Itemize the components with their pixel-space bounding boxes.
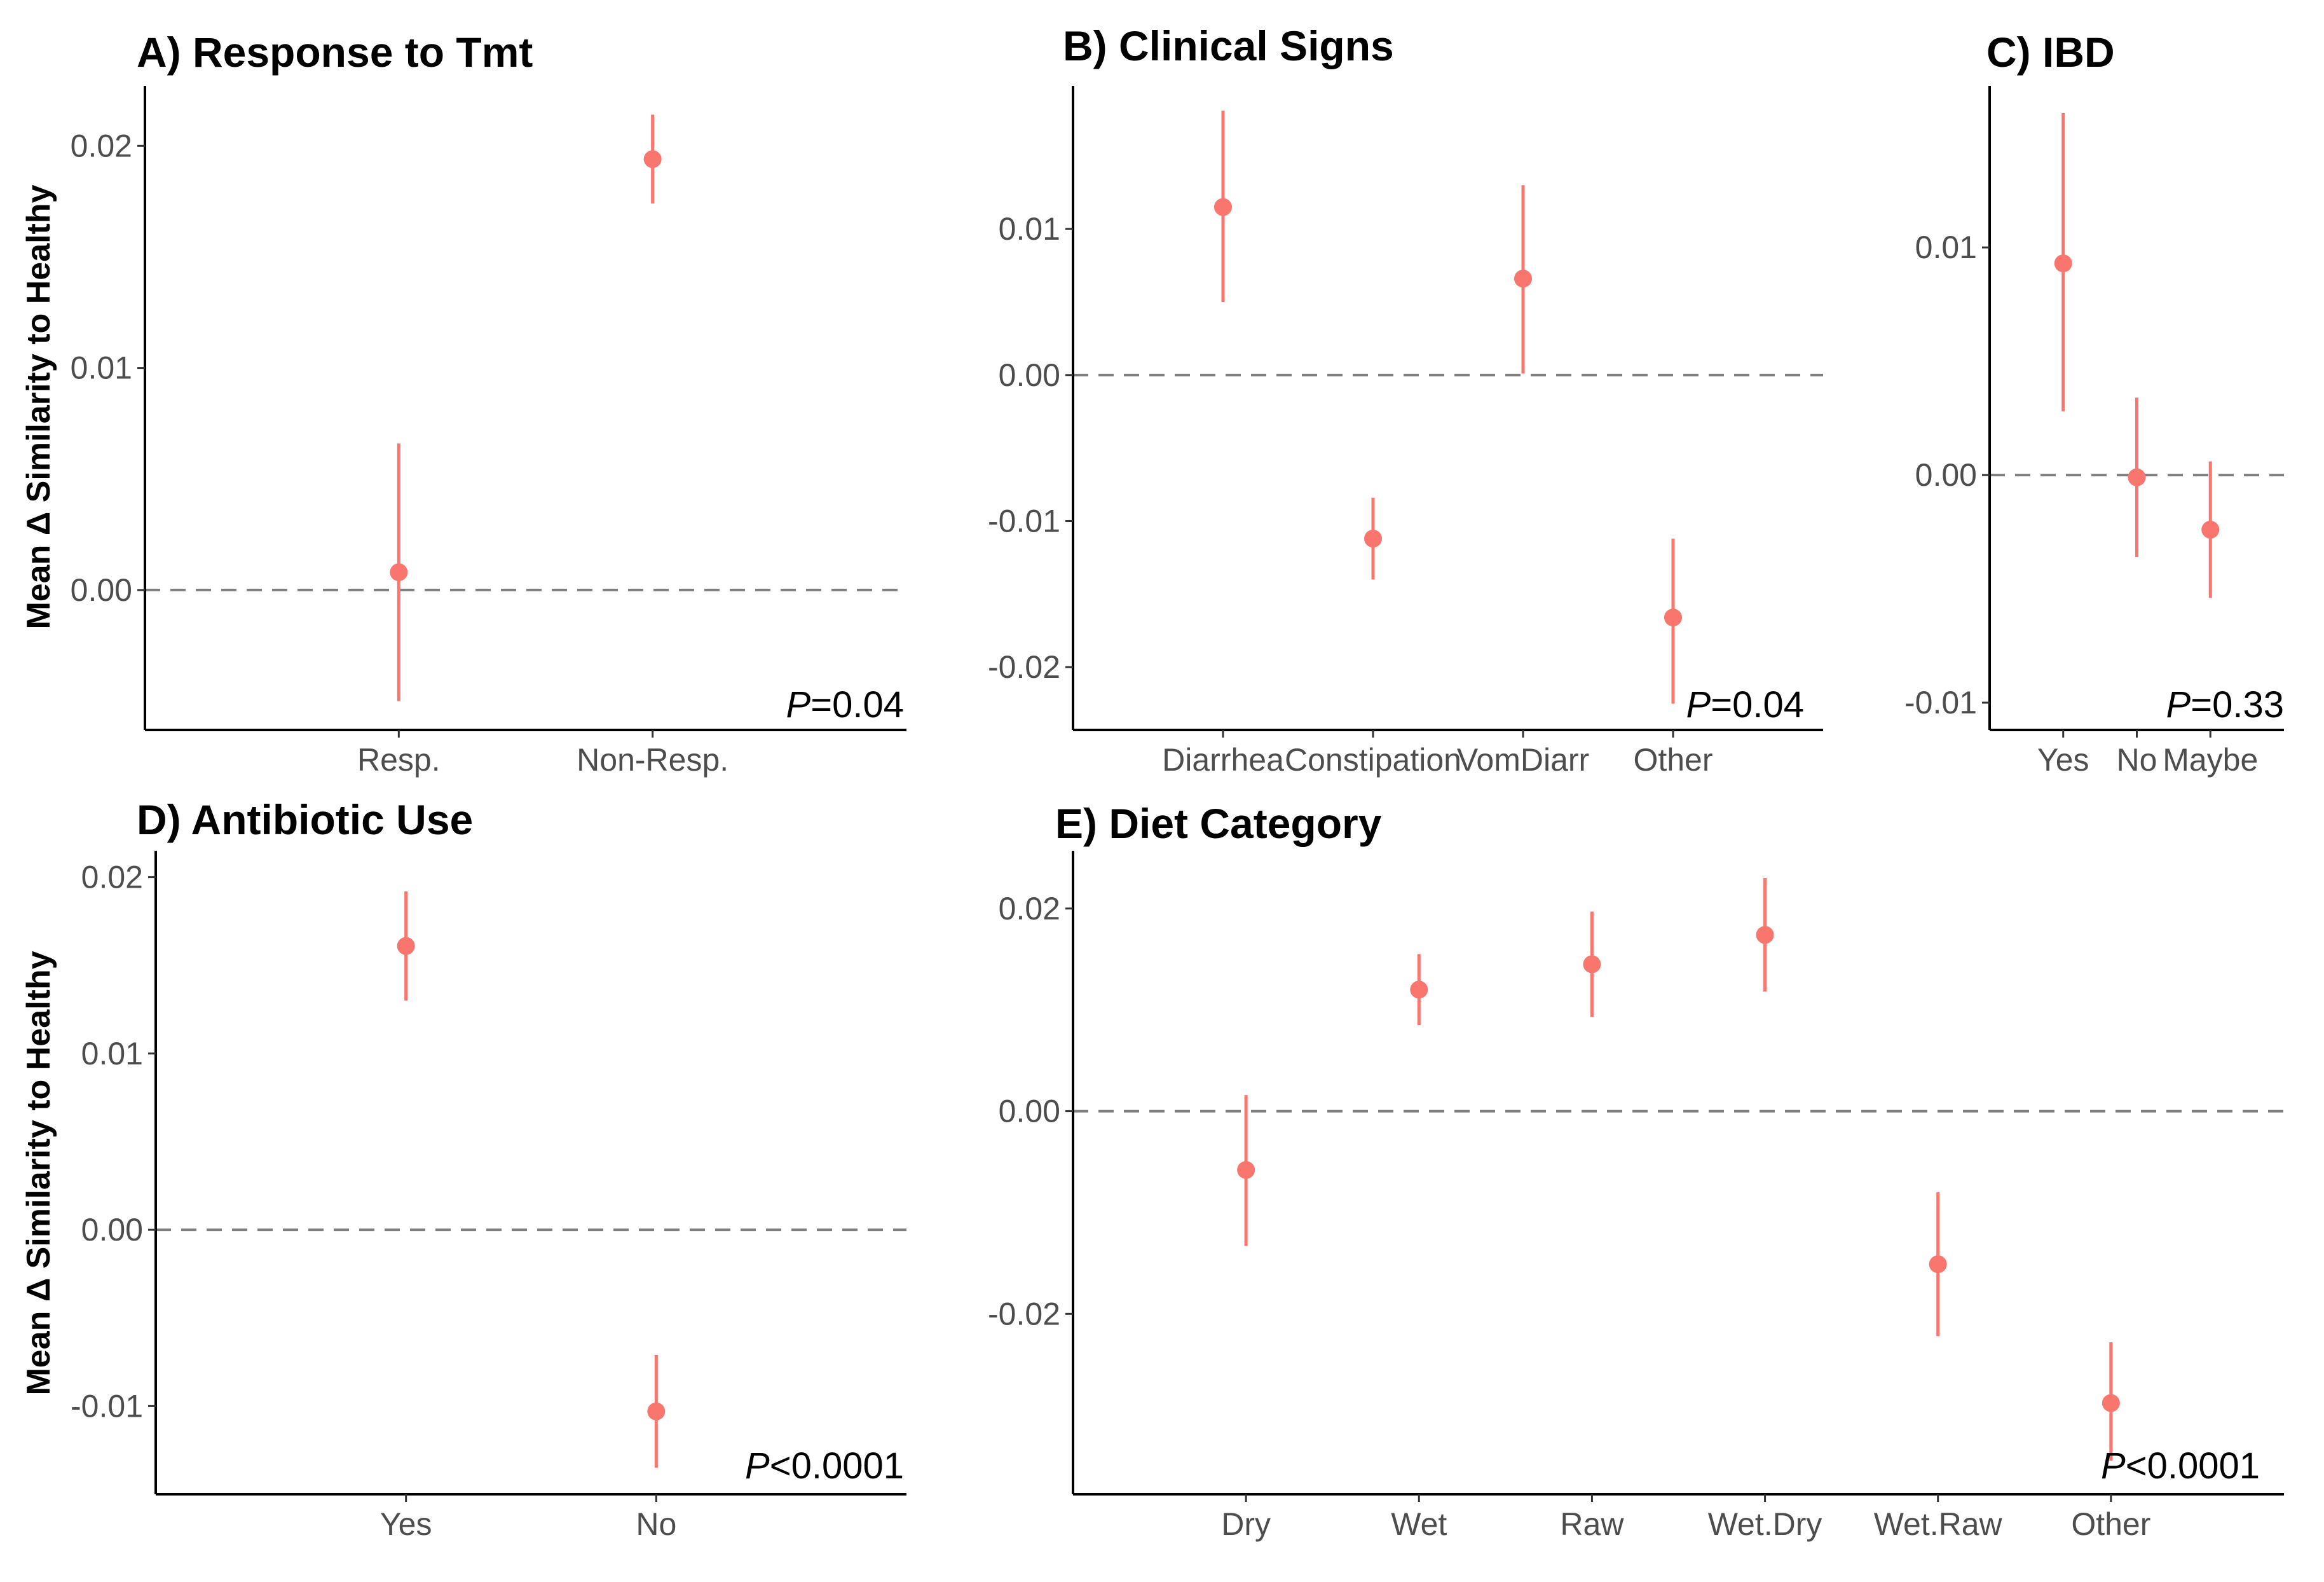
data-point [643,150,662,169]
y-tick-label: 0.00 [999,1094,1060,1129]
panel-title: D) Antibiotic Use [137,796,473,843]
p-value-symbol: P [2166,684,2191,726]
data-point [1237,1161,1255,1180]
p-value-label: P<0.0001 [745,1445,904,1487]
data-point [397,937,415,955]
data-point [1410,980,1428,999]
x-tick-label: Wet [1391,1506,1447,1542]
panel-b-clinical-signs: B) Clinical Signs -0.02 -0.01 0.00 0.01 Diar… [988,22,1823,778]
plot-area: 0.00 0.01 0.02 Resp. Non-Resp. [71,86,906,778]
x-tick-label: Non-Resp. [577,742,728,778]
y-axis-label-bottom: Mean Δ Similarity to Healthy [20,951,57,1395]
y-tick-label: -0.02 [988,1296,1060,1331]
panel-title: B) Clinical Signs [1063,22,1394,69]
p-value-label: P=0.04 [786,684,904,726]
data-point [1364,530,1382,548]
data-point [1214,198,1232,216]
data-point [1756,926,1774,944]
x-tick-label: Wet.Dry [1708,1506,1822,1542]
x-tick-label: Yes [380,1506,432,1542]
y-tick-label: 0.01 [81,1036,143,1071]
y-tick-label: 0.02 [999,891,1060,926]
p-value-label: P=0.33 [2166,684,2284,726]
plot-area: -0.01 0.00 0.01 Yes No Maybe [1904,86,2284,778]
x-tick-label: No [2117,742,2157,778]
plot-area: -0.02 0.00 0.02 Dry Wet Raw Wet.Dry Wet.Raw Othe… [988,851,2284,1542]
panel-a-response-to-treatment: A) Response to Tmt 0.00 0.01 0.02 Resp. Non-… [71,29,906,778]
p-value-label: P<0.0001 [2101,1445,2260,1487]
x-tick-label: Maybe [2163,742,2258,778]
data-point [2201,521,2220,539]
x-tick-label: Yes [2037,742,2089,778]
data-point [1514,270,1532,288]
p-value-text: =0.33 [2191,684,2284,726]
panel-title: E) Diet Category [1055,800,1382,847]
y-tick-label: -0.01 [988,504,1060,539]
data-point [2128,468,2146,486]
x-tick-label: Dry [1221,1506,1271,1542]
p-value-text: =0.04 [810,684,904,726]
y-axis-label-top: Mean Δ Similarity to Healthy [20,184,57,629]
y-tick-label: 0.01 [1915,230,1977,265]
x-tick-label: No [636,1506,676,1542]
x-tick-label: Wet.Raw [1874,1506,2003,1542]
x-tick-label: Constipation [1285,742,1461,778]
p-value-text: =0.04 [1711,684,1804,726]
y-tick-label: -0.02 [988,649,1060,685]
x-tick-label: VomDiarr [1457,742,1589,778]
y-tick-label: -0.01 [1904,685,1977,720]
plot-area: -0.02 -0.01 0.00 0.01 Diarrhea ConstipationVo… [988,86,1823,778]
y-tick-label: 0.00 [71,572,132,608]
data-point [1583,955,1601,973]
x-tick-label: Diarrhea [1162,742,1284,778]
x-tick-label: Raw [1560,1506,1624,1542]
y-tick-label: 0.02 [71,128,132,163]
p-value-symbol: P [745,1445,770,1487]
panel-c-ibd: C) IBD -0.01 0.00 0.01 Yes No Maybe P=0.33 [1904,29,2284,778]
y-tick-label: 0.00 [999,357,1060,393]
y-tick-label: 0.00 [81,1212,143,1248]
panel-d-antibiotic-use: D) Antibiotic Use -0.01 0.00 0.01 0.02 Yes No… [71,796,906,1542]
y-tick-label: 0.01 [71,350,132,386]
y-tick-label: 0.01 [999,211,1060,247]
x-tick-label: Other [1633,742,1712,778]
p-value-symbol: P [786,684,811,726]
y-tick-label: 0.00 [1915,457,1977,493]
p-value-symbol: P [1686,684,1711,726]
data-point [647,1402,666,1420]
p-value-label: P=0.04 [1686,684,1804,726]
panel-title: C) IBD [1986,29,2115,76]
panel-e-diet-category: E) Diet Category -0.02 0.00 0.02 Dry Wet Raw W… [988,800,2284,1542]
p-value-text: <0.0001 [2126,1445,2260,1487]
p-value-text: <0.0001 [770,1445,904,1487]
data-point [2102,1394,2120,1412]
plot-area: -0.01 0.00 0.01 0.02 Yes No [71,851,906,1542]
x-tick-label: Other [2071,1506,2150,1542]
x-tick-label: Resp. [357,742,441,778]
panel-title: A) Response to Tmt [137,29,533,76]
y-tick-label: -0.01 [71,1388,143,1424]
data-point [2054,254,2072,273]
data-point [1929,1255,1947,1274]
y-tick-label: 0.02 [81,860,143,895]
p-value-symbol: P [2101,1445,2126,1487]
data-point [390,563,408,581]
data-point [1664,609,1682,627]
